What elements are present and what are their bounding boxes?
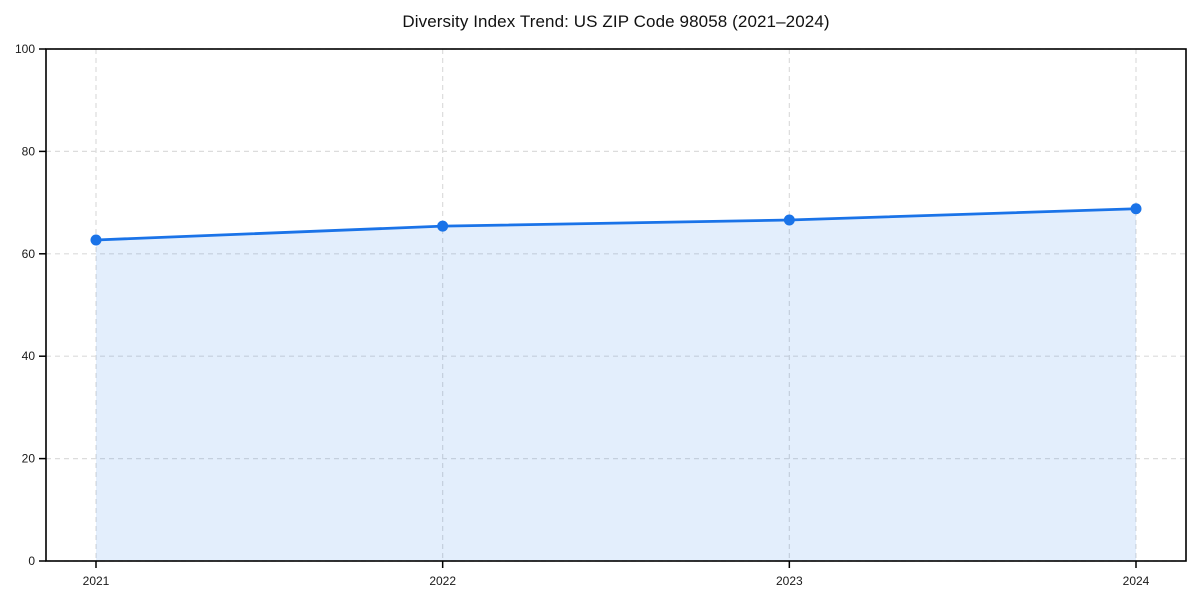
x-axis-tick-label: 2024 [1123,574,1150,588]
data-point-2022 [437,220,449,232]
y-axis-tick-label: 80 [22,144,36,158]
y-axis-tick-label: 100 [15,42,35,56]
y-axis-tick-label: 60 [22,247,36,261]
x-axis-tick-label: 2022 [429,574,456,588]
x-axis-tick-label: 2023 [776,574,803,588]
plot-frame [45,48,1187,562]
data-point-2021 [90,234,102,246]
area-fill [96,208,1136,561]
y-axis-tick-label: 20 [22,452,36,466]
x-axis-tick-label: 2021 [83,574,110,588]
y-axis-tick-label: 0 [28,554,35,568]
chart-title: Diversity Index Trend: US ZIP Code 98058… [402,12,830,31]
y-axis-tick-label: 40 [22,349,36,363]
trend-line [94,207,1138,242]
data-point-2024 [1130,203,1142,215]
data-point-2023 [783,214,795,226]
